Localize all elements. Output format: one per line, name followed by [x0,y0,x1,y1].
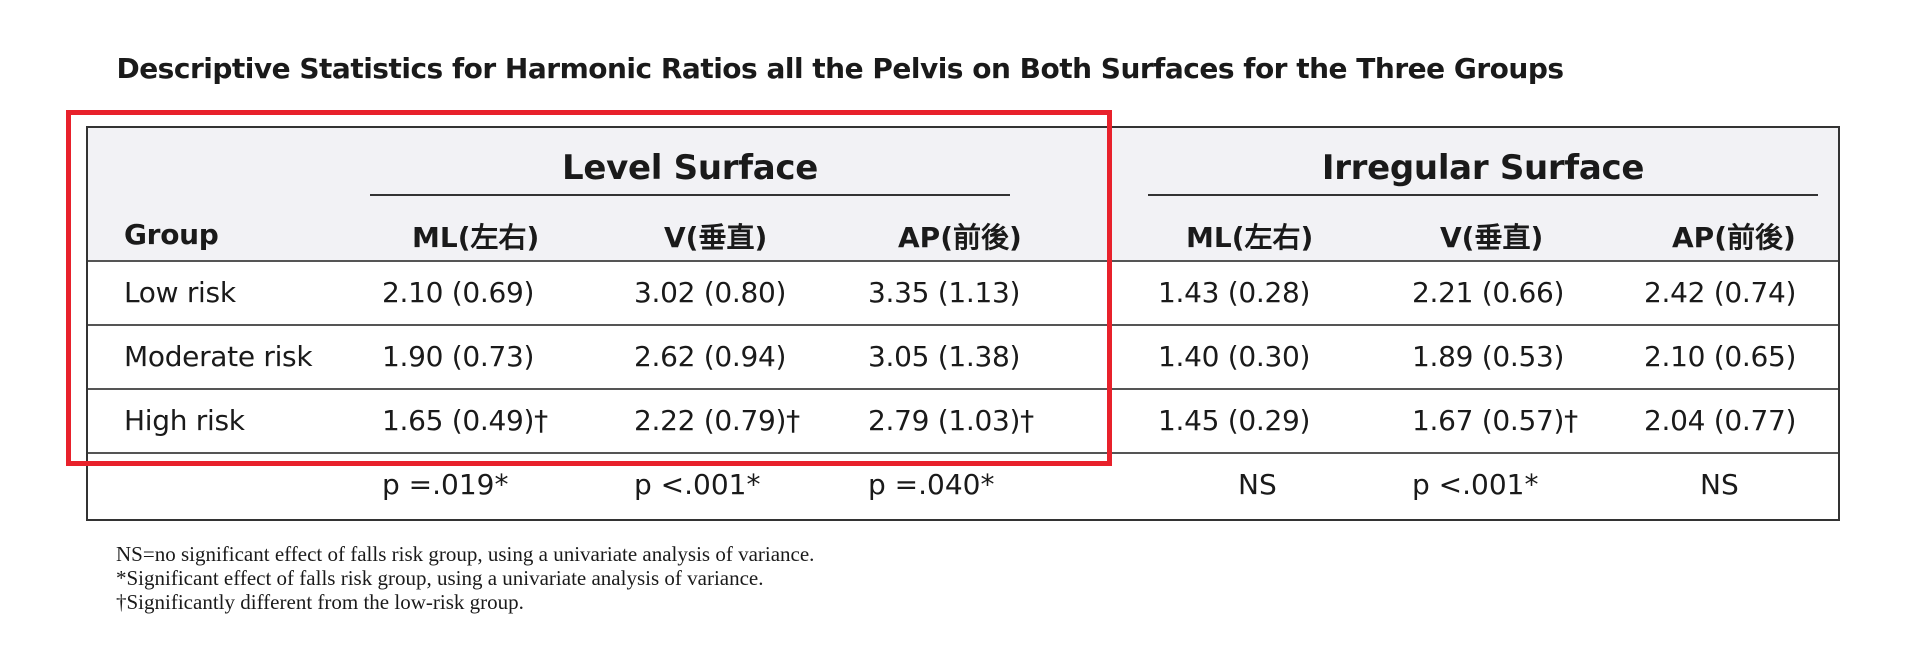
irregular-v-header: V(垂直) [1440,221,1544,254]
table-cell: 2.10 (0.65) [1644,340,1797,373]
table-cell: 1.90 (0.73) [382,340,535,373]
p-value-cell: p <.001* [1412,468,1539,501]
level-ml-header: ML(左右) [412,221,540,254]
table-cell: 1.67 (0.57)† [1412,404,1578,437]
p-value-cell: p <.001* [634,468,761,501]
table-cell: 1.40 (0.30) [1158,340,1311,373]
table-cell: 2.21 (0.66) [1412,276,1565,309]
irregular-surface-heading: Irregular Surface [1321,148,1645,188]
level-surface-rule [370,194,1010,196]
red-highlight-frame [66,110,1112,466]
statistics-table: Level Surface Irregular Surface Group ML… [86,126,1840,521]
table-cell: 2.79 (1.03)† [868,404,1034,437]
table-cell: 1.65 (0.49)† [382,404,548,437]
table-cell: 1.45 (0.29) [1158,404,1311,437]
table-cell: 2.42 (0.74) [1644,276,1797,309]
table-cell: 2.62 (0.94) [634,340,787,373]
irregular-ap-header: AP(前後) [1672,221,1796,254]
p-value-cell: NS [1700,468,1739,501]
p-value-cell: p =.040* [868,468,995,501]
table-cell: 1.43 (0.28) [1158,276,1311,309]
footnote-ns: NS=no significant effect of falls risk g… [116,542,815,566]
group-column-header: Group [124,218,219,251]
table-cell: 3.35 (1.13) [868,276,1021,309]
level-v-header: V(垂直) [664,221,768,254]
table-footnotes: NS=no significant effect of falls risk g… [116,542,814,614]
table-cell: 3.02 (0.80) [634,276,787,309]
row-divider [88,324,1838,326]
table-cell: 1.89 (0.53) [1412,340,1565,373]
row-moderate-risk-label: Moderate risk [124,340,313,373]
table-title: Descriptive Statistics for Harmonic Rati… [116,52,1564,85]
level-surface-heading: Level Surface [562,148,818,188]
row-divider [88,388,1838,390]
p-value-cell: p =.019* [382,468,509,501]
irregular-surface-rule [1148,194,1818,196]
table-cell: 2.04 (0.77) [1644,404,1797,437]
irregular-ml-header: ML(左右) [1186,221,1314,254]
footnote-dagger: †Significantly different from the low-ri… [116,590,524,614]
table-cell: 2.22 (0.79)† [634,404,800,437]
row-divider [88,452,1838,454]
level-ap-header: AP(前後) [898,221,1022,254]
footnote-significant: *Significant effect of falls risk group,… [116,566,764,590]
p-value-cell: NS [1238,468,1277,501]
row-low-risk-label: Low risk [124,276,236,309]
row-high-risk-label: High risk [124,404,245,437]
table-cell: 3.05 (1.38) [868,340,1021,373]
table-cell: 2.10 (0.69) [382,276,535,309]
